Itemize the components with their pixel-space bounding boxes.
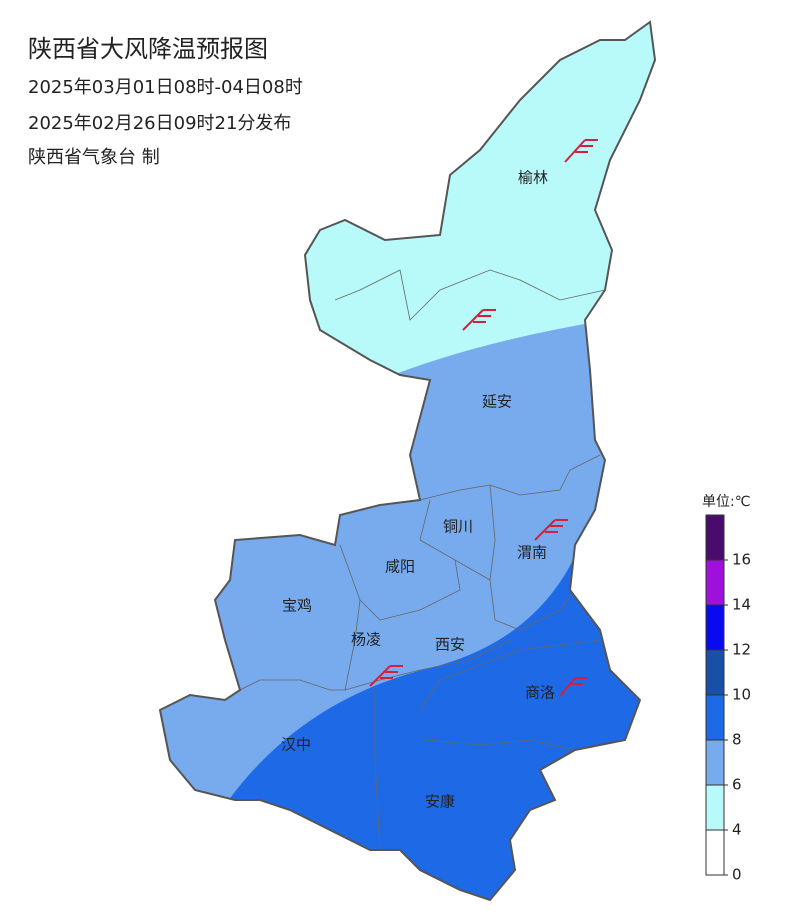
legend-tick-label: 6 — [732, 776, 742, 794]
legend-tick-label: 16 — [732, 551, 751, 569]
legend-tick-label: 12 — [732, 641, 751, 659]
legend-title: 单位:℃ — [702, 494, 750, 510]
forecast-period: 2025年03月01日08时-04日08时 — [28, 77, 303, 98]
city-label: 延安 — [482, 393, 512, 411]
district-boundaries — [239, 269, 606, 851]
legend-swatch — [705, 694, 725, 741]
city-label: 榆林 — [518, 169, 548, 187]
city-label: 铜川 — [443, 518, 473, 536]
legend-swatch — [705, 784, 725, 831]
legend-swatch — [705, 739, 725, 786]
issuer: 陕西省气象台 制 — [28, 147, 160, 168]
legend-tick-label: 4 — [732, 821, 742, 839]
city-label: 西安 — [435, 636, 465, 654]
legend: 0 4 6 8 10 12 14 16 — [705, 514, 751, 884]
city-label: 安康 — [425, 793, 455, 811]
legend-swatch — [705, 604, 725, 651]
city-label: 宝鸡 — [282, 597, 312, 615]
legend-swatch — [705, 829, 725, 876]
issue-time: 2025年02月26日09时21分发布 — [28, 113, 291, 134]
legend-tick-label: 8 — [732, 731, 742, 749]
legend-swatch — [705, 514, 725, 561]
legend-swatch — [705, 559, 725, 606]
city-label: 渭南 — [517, 544, 547, 562]
wind-barbs — [369, 139, 598, 697]
city-label: 杨凌 — [351, 631, 381, 649]
legend-tick-label: 10 — [732, 686, 751, 704]
city-label: 汉中 — [281, 736, 311, 754]
map-title: 陕西省大风降温预报图 — [28, 35, 268, 63]
legend-tick-label: 0 — [732, 866, 742, 884]
legend-swatch — [705, 649, 725, 696]
city-label: 商洛 — [525, 684, 555, 702]
city-label: 咸阳 — [385, 558, 415, 576]
legend-tick-label: 14 — [732, 596, 751, 614]
city-labels: 榆林 延安 铜川 渭南 咸阳 宝鸡 杨凌 西安 商洛 汉中 安康 — [281, 169, 555, 811]
